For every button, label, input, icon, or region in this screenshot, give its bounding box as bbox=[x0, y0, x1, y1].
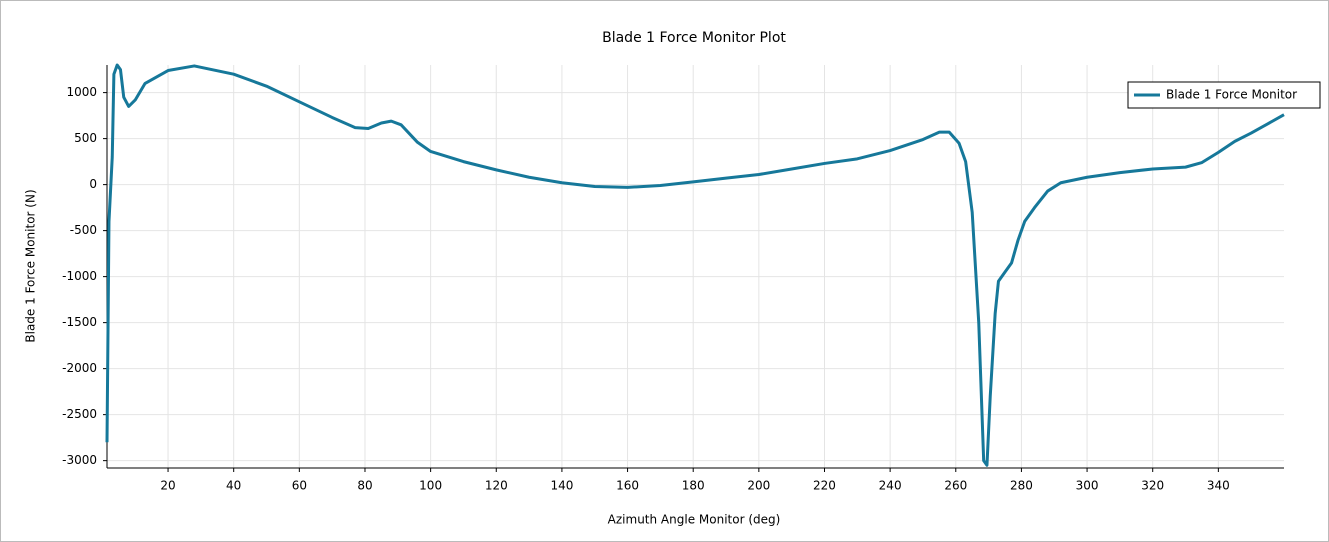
x-tick-label: 120 bbox=[485, 479, 508, 493]
y-tick-label: 500 bbox=[74, 131, 97, 145]
x-tick-label: 80 bbox=[357, 479, 372, 493]
y-tick-label: -2500 bbox=[62, 407, 97, 421]
y-tick-label: -2000 bbox=[62, 361, 97, 375]
chart-title: Blade 1 Force Monitor Plot bbox=[602, 30, 786, 46]
data-line bbox=[105, 63, 1285, 467]
x-tick-label: 280 bbox=[1010, 479, 1033, 493]
x-axis-label: Azimuth Angle Monitor (deg) bbox=[608, 513, 781, 527]
x-tick-label: 140 bbox=[550, 479, 573, 493]
y-tick-label: 0 bbox=[89, 177, 97, 191]
x-tick-label: 180 bbox=[682, 479, 705, 493]
y-tick-label: -500 bbox=[70, 223, 97, 237]
x-tick-label: 260 bbox=[944, 479, 967, 493]
y-tick-label: -3000 bbox=[62, 453, 97, 467]
x-tick-label: 60 bbox=[292, 479, 307, 493]
x-tick-label: 320 bbox=[1141, 479, 1164, 493]
x-tick-label: 20 bbox=[160, 479, 175, 493]
x-tick-label: 160 bbox=[616, 479, 639, 493]
x-tick-label: 200 bbox=[747, 479, 770, 493]
y-axis-label: Blade 1 Force Monitor (N) bbox=[24, 189, 38, 342]
y-tick-label: -1000 bbox=[62, 269, 97, 283]
x-tick-label: 300 bbox=[1076, 479, 1099, 493]
x-tick-label: 100 bbox=[419, 479, 442, 493]
legend-label: Blade 1 Force Monitor bbox=[1166, 88, 1297, 102]
x-tick-label: 340 bbox=[1207, 479, 1230, 493]
x-tick-label: 220 bbox=[813, 479, 836, 493]
x-tick-label: 40 bbox=[226, 479, 241, 493]
y-tick-label: -1500 bbox=[62, 315, 97, 329]
y-tick-label: 1000 bbox=[66, 85, 97, 99]
x-tick-label: 240 bbox=[879, 479, 902, 493]
